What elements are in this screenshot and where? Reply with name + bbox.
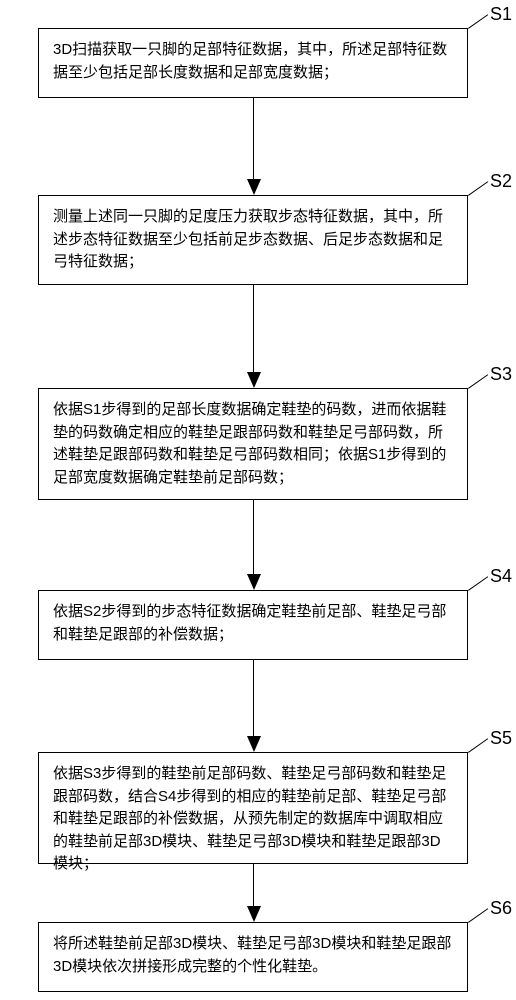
flow-node-text: 依据S1步得到的足部长度数据确定鞋垫的码数，进而依据鞋垫的码数确定相应的鞋垫足跟… xyxy=(53,401,446,486)
arrow-line-3 xyxy=(253,660,254,736)
flow-node-n6: 将所述鞋垫前足部3D模块、鞋垫足弓部3D模块和鞋垫足跟部3D模块依次拼接形成完整… xyxy=(38,922,468,992)
flow-node-text: 依据S2步得到的步态特征数据确定鞋垫前足部、鞋垫足弓部和鞋垫足跟部的补偿数据； xyxy=(53,603,446,643)
label-leader-n4 xyxy=(468,576,489,591)
flow-node-n3: 依据S1步得到的足部长度数据确定鞋垫的码数，进而依据鞋垫的码数确定相应的鞋垫足跟… xyxy=(38,388,468,500)
arrow-head-4 xyxy=(247,906,261,922)
flow-node-text: 将所述鞋垫前足部3D模块、鞋垫足弓部3D模块和鞋垫足跟部3D模块依次拼接形成完整… xyxy=(53,935,451,975)
flow-node-n5: 依据S3步得到的鞋垫前足部码数、鞋垫足弓部码数和鞋垫足跟部码数，结合S4步得到的… xyxy=(38,752,468,864)
flow-label-n6: S6 xyxy=(490,898,512,919)
flow-label-n5: S5 xyxy=(490,728,512,749)
arrow-line-1 xyxy=(253,285,254,372)
arrow-head-2 xyxy=(247,574,261,590)
arrow-head-0 xyxy=(247,179,261,195)
arrow-head-3 xyxy=(247,736,261,752)
flow-node-text: 测量上述同一只脚的足度压力获取步态特征数据，其中，所述步态特征数据至少包括前足步… xyxy=(53,208,443,270)
flowchart-canvas: 3D扫描获取一只脚的足部特征数据，其中，所述足部特征数据至少包括足部长度数据和足… xyxy=(0,0,516,1000)
flow-node-n4: 依据S2步得到的步态特征数据确定鞋垫前足部、鞋垫足弓部和鞋垫足跟部的补偿数据； xyxy=(38,590,468,660)
label-leader-n6 xyxy=(468,908,489,923)
flow-node-text: 3D扫描获取一只脚的足部特征数据，其中，所述足部特征数据至少包括足部长度数据和足… xyxy=(53,41,447,81)
flow-label-n4: S4 xyxy=(490,566,512,587)
arrow-line-2 xyxy=(253,500,254,574)
label-leader-n2 xyxy=(468,181,489,196)
label-leader-n3 xyxy=(468,374,489,389)
arrow-line-4 xyxy=(253,864,254,906)
arrow-line-0 xyxy=(253,98,254,179)
flow-label-n3: S3 xyxy=(490,364,512,385)
flow-node-n2: 测量上述同一只脚的足度压力获取步态特征数据，其中，所述步态特征数据至少包括前足步… xyxy=(38,195,468,285)
label-leader-n1 xyxy=(468,14,489,29)
flow-label-n2: S2 xyxy=(490,171,512,192)
flow-node-n1: 3D扫描获取一只脚的足部特征数据，其中，所述足部特征数据至少包括足部长度数据和足… xyxy=(38,28,468,98)
label-leader-n5 xyxy=(468,738,489,753)
flow-node-text: 依据S3步得到的鞋垫前足部码数、鞋垫足弓部码数和鞋垫足跟部码数，结合S4步得到的… xyxy=(53,765,446,872)
flow-label-n1: S1 xyxy=(490,4,512,25)
arrow-head-1 xyxy=(247,372,261,388)
